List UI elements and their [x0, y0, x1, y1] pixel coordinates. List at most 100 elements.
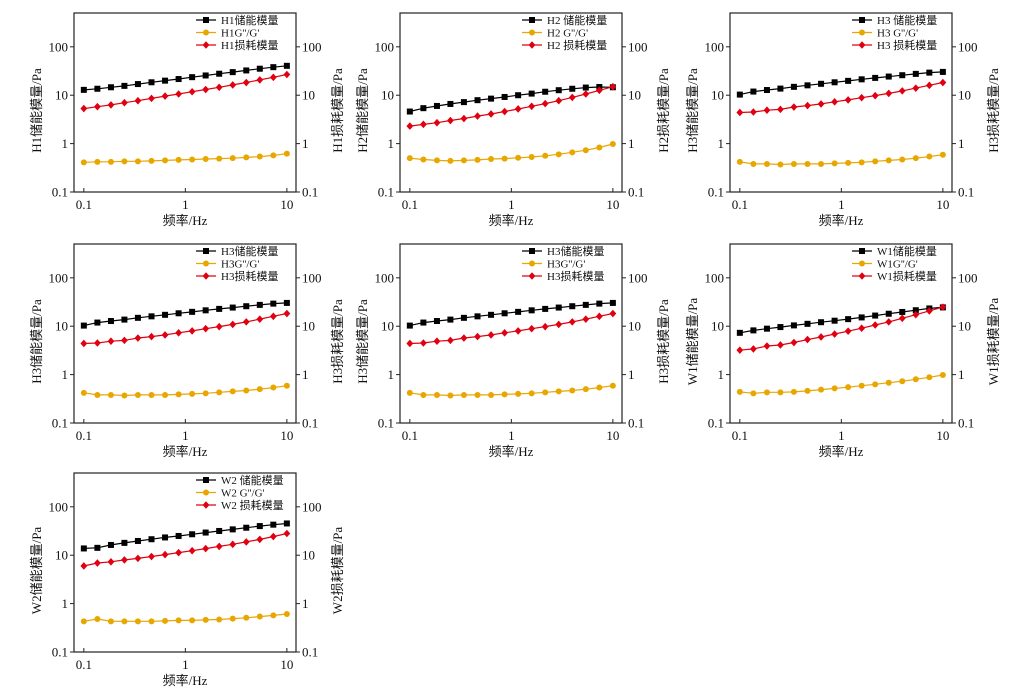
y-tick-label-left: 1 [718, 136, 725, 151]
data-point-diamond [595, 86, 603, 95]
data-point-circle [420, 156, 427, 163]
x-tick-label: 1 [508, 197, 515, 212]
series-square [736, 304, 946, 336]
data-point-square [804, 82, 811, 89]
data-point-circle [80, 389, 87, 396]
data-point-circle [107, 391, 114, 398]
data-point-circle [202, 390, 209, 397]
data-point-circle [515, 154, 522, 161]
y-tick-label-right: 0.1 [302, 185, 318, 200]
data-point-diamond [912, 310, 920, 319]
data-point-diamond [582, 315, 590, 323]
data-point-square [790, 83, 797, 90]
data-point-circle [912, 155, 919, 162]
legend-marker-circle [859, 260, 865, 267]
legend-marker-circle [859, 29, 865, 36]
series-line [83, 522, 287, 549]
series-line [83, 613, 287, 622]
data-point-square [750, 88, 757, 95]
y-axis-title-right: H3损耗模量/Pa [986, 68, 1001, 153]
data-point-square [542, 305, 549, 312]
legend-marker-diamond [202, 272, 210, 280]
data-point-square [912, 307, 919, 314]
data-point-square [162, 311, 169, 318]
data-point-square [858, 314, 865, 321]
y-tick-label-left: 100 [705, 39, 725, 54]
data-point-diamond [777, 341, 784, 349]
y-tick-label-right: 1 [958, 136, 965, 151]
series-diamond [80, 70, 291, 113]
data-point-diamond [777, 105, 784, 114]
data-point-square [243, 303, 250, 310]
data-point-circle [899, 378, 906, 385]
legend-marker-diamond [202, 501, 210, 509]
data-point-diamond [215, 322, 223, 331]
y-tick-label-left: 0.1 [52, 645, 68, 660]
data-point-circle [872, 381, 879, 388]
data-point-square [134, 81, 141, 88]
data-point-diamond [202, 324, 210, 333]
x-axis-title: 频率/Hz [489, 444, 534, 459]
data-point-square [420, 105, 427, 112]
data-point-square [107, 541, 114, 548]
series-line [83, 153, 287, 163]
data-point-diamond [134, 554, 142, 563]
data-point-square [555, 87, 562, 94]
legend-marker-square [203, 477, 209, 483]
data-point-diamond [256, 315, 264, 323]
data-point-diamond [514, 105, 522, 113]
x-tick-label: 10 [280, 197, 293, 212]
y-tick-label-left: 0.1 [52, 185, 68, 200]
data-point-diamond [501, 329, 509, 337]
y-tick-label-left: 10 [55, 548, 68, 563]
data-point-square [270, 64, 277, 71]
data-point-diamond [474, 332, 481, 341]
data-point-diamond [763, 106, 771, 115]
series-line [739, 154, 943, 166]
data-point-circle [939, 151, 946, 158]
data-point-diamond [460, 334, 468, 342]
data-point-circle [216, 155, 223, 162]
data-point-diamond [269, 532, 277, 541]
y-tick-label-right: 100 [958, 39, 978, 54]
data-point-diamond [898, 314, 906, 323]
y-tick-label-right: 100 [958, 270, 978, 285]
data-point-diamond [433, 118, 441, 127]
legend-label: H1损耗模量 [221, 38, 278, 52]
y-tick-label-left: 100 [375, 270, 395, 285]
data-point-circle [134, 618, 141, 625]
series-line [83, 302, 287, 327]
data-point-diamond [93, 559, 101, 567]
data-point-square [736, 91, 743, 98]
data-point-circle [94, 158, 101, 165]
data-point-circle [256, 613, 263, 620]
x-tick-label: 1 [508, 428, 515, 443]
legend-label: H3 储能模量 [877, 13, 937, 27]
y-tick-label-left: 1 [718, 367, 725, 382]
data-point-diamond [229, 320, 237, 329]
data-point-diamond [609, 82, 617, 91]
data-point-diamond [148, 552, 155, 561]
chart-panel-H3-b: 0.1 1 10 0.1 0.1 1 1 10 10 100 100 频率/Hz H3储能模量/Pa H3… [29, 243, 345, 459]
data-point-diamond [844, 96, 852, 104]
data-point-square [175, 310, 182, 317]
data-point-diamond [912, 84, 920, 92]
data-point-diamond [609, 309, 617, 318]
data-point-diamond [568, 318, 576, 326]
x-axis-title: 频率/Hz [163, 673, 208, 688]
data-point-square [515, 308, 522, 315]
data-point-diamond [939, 303, 947, 311]
x-tick-label: 0.1 [76, 428, 92, 443]
series-diamond [406, 309, 617, 348]
series-line [83, 312, 288, 345]
data-point-square [189, 308, 196, 315]
y-axis-title-left: H3储能模量/Pa [29, 299, 44, 384]
legend-marker-diamond [858, 272, 866, 280]
data-point-diamond [817, 333, 825, 341]
series-diamond [80, 529, 291, 570]
data-point-square [750, 327, 757, 334]
data-point-diamond [460, 114, 468, 123]
data-point-square [433, 318, 440, 325]
y-tick-label-right: 0.1 [958, 416, 974, 431]
data-point-circle [582, 386, 589, 393]
